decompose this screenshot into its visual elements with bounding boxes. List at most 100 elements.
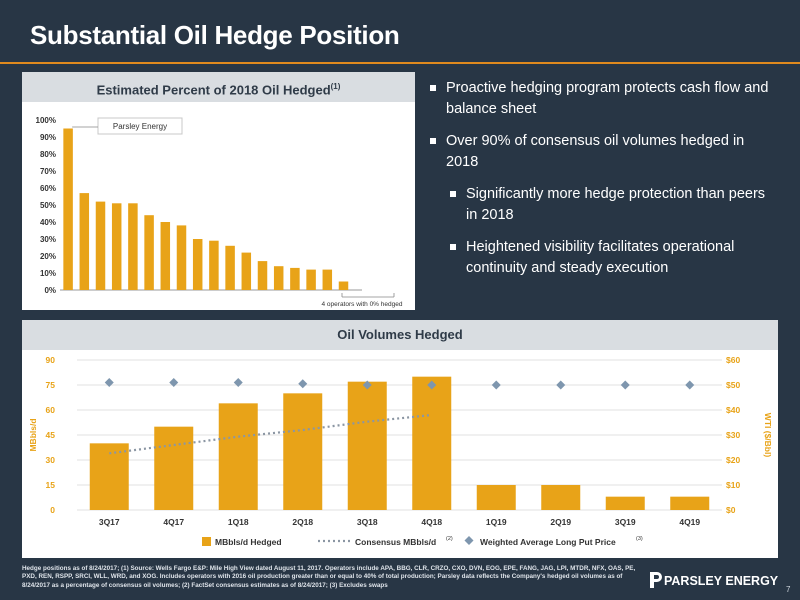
- y-tick-label: 100%: [36, 116, 56, 125]
- bar: [192, 239, 203, 290]
- y-tick-label: 90: [46, 355, 56, 365]
- footnote: Hedge positions as of 8/24/2017; (1) Sou…: [22, 565, 636, 589]
- y-tick-label: 60%: [40, 184, 56, 193]
- logo-mark: [650, 572, 662, 588]
- bar: [306, 269, 316, 290]
- y2-tick-label: $60: [726, 355, 740, 365]
- legend-swatch-put-price: [464, 536, 474, 545]
- bullet-text: Significantly more hedge protection than…: [466, 186, 766, 223]
- bar: [79, 193, 90, 290]
- hedged-percent-title-footnote-mark: (1): [330, 82, 341, 91]
- y-tick-label: 90%: [40, 133, 56, 142]
- bullet-text: Proactive hedging program protects cash …: [446, 80, 769, 117]
- bar: [283, 393, 323, 510]
- put-price-point: [362, 380, 372, 390]
- y-tick-label: 50%: [40, 201, 56, 210]
- y-axis-title: MBbls/d: [28, 418, 38, 451]
- y-tick-label: 75: [46, 380, 56, 390]
- consensus-line: [109, 413, 432, 455]
- bar: [476, 485, 516, 510]
- bar: [412, 376, 452, 510]
- bar: [176, 225, 187, 290]
- put-price-point: [298, 379, 308, 389]
- sub-bullet-item: Heightened visibility facilitates operat…: [448, 237, 778, 279]
- y-tick-label: 70%: [40, 167, 56, 176]
- put-price-point: [685, 380, 695, 390]
- put-price-point: [104, 378, 114, 387]
- bullet-item: Proactive hedging program protects cash …: [428, 78, 778, 120]
- bar: [541, 485, 581, 510]
- parsley-callout-box: [97, 117, 183, 135]
- bullet-marker: [450, 244, 456, 250]
- y2-tick-label: $10: [726, 480, 740, 490]
- y-tick-label: 30: [46, 455, 56, 465]
- x-tick-label: 1Q18: [228, 517, 249, 527]
- y-tick-label: 20%: [40, 252, 56, 261]
- bar: [218, 403, 258, 510]
- legend-label-put-price: Weighted Average Long Put Price: [480, 537, 616, 547]
- x-tick-label: 1Q19: [486, 517, 507, 527]
- parsley-energy-logo: PARSLEY ENERGY: [650, 572, 778, 588]
- x-tick-label: 4Q19: [679, 517, 700, 527]
- x-tick-label: 3Q19: [615, 517, 636, 527]
- legend-label-hedged: MBbls/d Hedged: [215, 537, 282, 547]
- bar: [63, 128, 73, 290]
- put-price-point: [491, 380, 501, 390]
- x-tick-label: 3Q17: [99, 517, 120, 527]
- bar: [144, 215, 154, 290]
- y2-axis-title: WTI ($/Bbl): [763, 413, 773, 458]
- y-tick-label: 30%: [40, 235, 56, 244]
- bar: [290, 267, 300, 290]
- put-price-point: [620, 380, 630, 390]
- bar: [347, 381, 387, 510]
- hedged-percent-panel: Estimated Percent of 2018 Oil Hedged(1) …: [22, 72, 415, 310]
- put-price-point: [233, 378, 243, 387]
- bar: [209, 240, 219, 290]
- bullet-list: Proactive hedging program protects cash …: [428, 78, 778, 290]
- bar: [89, 443, 129, 510]
- x-tick-label: 3Q18: [357, 517, 378, 527]
- logo-text: PARSLEY ENERGY: [664, 574, 778, 588]
- y2-tick-label: $40: [726, 405, 740, 415]
- y-tick-label: 0: [50, 505, 55, 515]
- y2-tick-label: $50: [726, 380, 740, 390]
- y-tick-label: 40%: [40, 218, 56, 227]
- parsley-callout-label: Parsley Energy: [113, 122, 167, 131]
- y-tick-label: 60: [46, 405, 56, 415]
- bar: [670, 496, 710, 510]
- x-tick-label: 4Q18: [421, 517, 442, 527]
- x-tick-label: 2Q19: [550, 517, 571, 527]
- y-tick-label: 10%: [40, 269, 56, 278]
- bullet-text: Over 90% of consensus oil volumes hedged…: [446, 133, 745, 170]
- y2-tick-label: $0: [726, 505, 736, 515]
- page-number: 7: [786, 585, 791, 594]
- bullet-marker: [450, 191, 456, 197]
- bar: [225, 245, 235, 290]
- y-tick-label: 0%: [44, 286, 56, 295]
- bar: [95, 201, 106, 290]
- legend-footnote-mark: (2): [446, 536, 453, 542]
- bar: [605, 496, 645, 510]
- zero-hedged-note: 4 operators with 0% hedged: [322, 301, 403, 308]
- put-price-point: [427, 380, 437, 390]
- y-tick-label: 15: [46, 480, 56, 490]
- sub-bullet-item: Significantly more hedge protection than…: [448, 184, 778, 226]
- bullet-marker: [430, 85, 436, 91]
- bar: [273, 266, 284, 290]
- legend-label-consensus: Consensus MBbls/d: [355, 537, 436, 547]
- bar: [128, 203, 138, 290]
- hedged-percent-chart: 0% 10% 20% 30% 40% 50% 60% 70% 80% 90% 100% Parsley…: [36, 116, 403, 308]
- bar: [257, 261, 268, 290]
- hedged-percent-panel-title: Estimated Percent of 2018 Oil Hedged(1): [22, 72, 415, 102]
- bar: [322, 269, 333, 290]
- legend-swatch-hedged: [202, 537, 211, 546]
- put-price-point: [556, 380, 566, 390]
- bar: [154, 426, 194, 510]
- bar: [111, 203, 122, 290]
- oil-volumes-panel-title: Oil Volumes Hedged: [22, 320, 778, 350]
- bullet-text: Heightened visibility facilitates operat…: [466, 239, 735, 276]
- title-divider: [0, 62, 800, 64]
- oil-volumes-panel: Oil Volumes Hedged 0 15 30 45 60 75 90 $0 $10 $20…: [22, 320, 778, 558]
- y-tick-label: 45: [46, 430, 56, 440]
- bar: [160, 222, 171, 290]
